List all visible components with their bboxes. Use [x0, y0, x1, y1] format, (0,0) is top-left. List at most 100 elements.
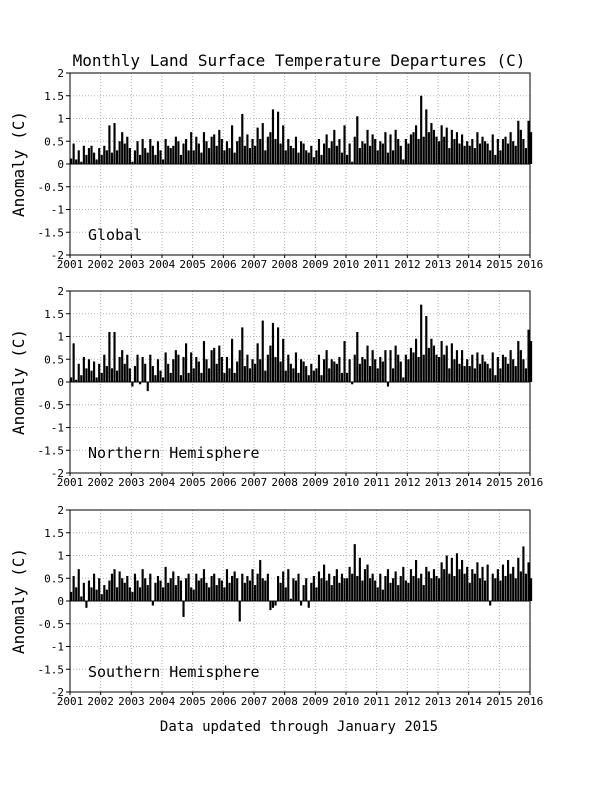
bar	[369, 366, 372, 382]
x-tick-label: 2006	[210, 476, 237, 489]
bar	[172, 359, 175, 382]
bar	[300, 601, 303, 606]
bar	[379, 356, 382, 382]
bar	[415, 125, 418, 164]
bar	[200, 578, 203, 601]
bar	[208, 148, 211, 164]
bar	[264, 150, 267, 164]
bar	[361, 356, 364, 382]
bar	[141, 569, 144, 601]
bar	[259, 560, 262, 601]
bar	[343, 578, 346, 601]
bar	[392, 150, 395, 164]
y-tick-label: -1	[51, 641, 64, 654]
bar	[243, 582, 246, 601]
bar	[392, 368, 395, 382]
bar	[478, 363, 482, 382]
bar	[507, 143, 510, 164]
bar	[164, 352, 167, 382]
bar	[310, 363, 313, 382]
bar	[177, 141, 180, 164]
bar	[113, 569, 116, 601]
bar	[210, 350, 213, 382]
bar	[141, 138, 144, 164]
bar	[75, 587, 78, 601]
bar	[412, 352, 415, 382]
bar	[225, 356, 229, 382]
bar	[149, 354, 152, 382]
bar	[404, 138, 407, 164]
y-tick-label: 2	[57, 285, 64, 298]
bar	[192, 368, 195, 382]
bar	[366, 129, 369, 164]
bar	[179, 154, 183, 164]
bar	[445, 345, 448, 382]
bar	[195, 573, 198, 601]
bar	[307, 152, 310, 164]
bar	[225, 141, 229, 164]
bar	[384, 575, 387, 601]
bar	[330, 359, 333, 382]
bar	[348, 566, 351, 601]
x-tick-label: 2004	[149, 695, 176, 708]
bar	[438, 141, 441, 164]
bar	[80, 375, 83, 382]
bar	[440, 341, 443, 382]
x-tick-label: 2012	[394, 476, 421, 489]
bar	[371, 134, 374, 164]
bar	[195, 136, 198, 164]
bar	[266, 573, 269, 601]
bar	[220, 580, 223, 601]
bar	[435, 354, 438, 382]
bar	[524, 573, 528, 601]
bar	[77, 363, 80, 382]
bar	[351, 382, 354, 385]
bar	[289, 363, 292, 382]
bar	[297, 372, 300, 382]
x-tick-label: 2010	[333, 258, 360, 271]
bar	[294, 580, 298, 601]
x-tick-label: 2001	[57, 258, 84, 271]
bar	[489, 601, 492, 606]
bar	[75, 159, 78, 164]
y-tick-label: -2	[51, 249, 64, 262]
bar	[87, 580, 91, 601]
x-tick-label: 2012	[394, 258, 421, 271]
bar	[149, 138, 152, 164]
bar	[279, 582, 282, 601]
bar	[85, 601, 88, 608]
bar	[315, 150, 318, 164]
bar	[466, 141, 469, 164]
bar	[220, 138, 223, 164]
bar	[305, 578, 308, 601]
bar	[522, 359, 525, 382]
bar	[144, 578, 147, 601]
bar	[192, 589, 195, 601]
bar	[121, 578, 124, 601]
bar	[320, 578, 323, 601]
bar	[238, 350, 241, 382]
bar	[159, 580, 162, 601]
x-tick-label: 2003	[118, 258, 145, 271]
bar	[246, 575, 249, 601]
bar	[374, 580, 377, 601]
bar	[223, 587, 226, 601]
bar	[110, 573, 114, 601]
bar	[172, 145, 175, 164]
bar	[105, 150, 108, 164]
y-tick-label: -2	[51, 686, 64, 699]
bar	[514, 145, 517, 164]
bar	[123, 363, 126, 382]
bar	[358, 148, 361, 164]
bar	[346, 154, 349, 164]
x-tick-label: 2009	[302, 476, 329, 489]
bar	[440, 125, 443, 164]
bar	[256, 127, 259, 164]
bar	[87, 359, 91, 382]
bar	[177, 575, 180, 601]
bar	[218, 578, 221, 601]
bar	[95, 589, 98, 601]
bar	[443, 569, 446, 601]
bar	[287, 569, 290, 601]
y-tick-label: 1.5	[44, 90, 64, 103]
